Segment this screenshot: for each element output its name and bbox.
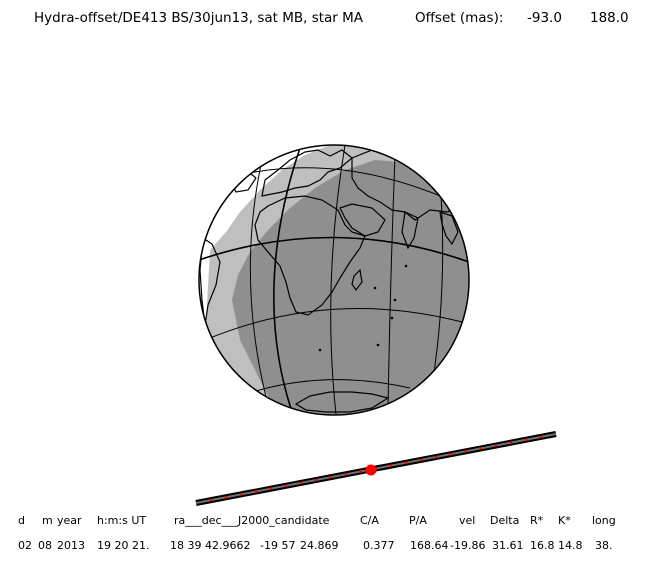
track-time-mark <box>389 464 393 467</box>
value-rstar: 16.8 <box>530 539 555 552</box>
value-time: 19 20 21. <box>97 539 150 552</box>
value-day: 02 <box>18 539 32 552</box>
southeast-asia-outline <box>439 211 459 246</box>
arabia-outline <box>339 203 386 237</box>
header-pa: P/A <box>409 514 427 527</box>
event-table: d m year h:m:s UT ra___dec___J2000_candi… <box>0 514 647 564</box>
europe-outline <box>261 149 353 197</box>
header-year: year <box>57 514 82 527</box>
value-kstar: 14.8 <box>558 539 583 552</box>
value-dec-seconds: 24.869 <box>300 539 339 552</box>
track-time-mark <box>434 455 438 459</box>
globe-limb <box>198 144 470 416</box>
track-time-mark <box>404 461 408 465</box>
value-month: 08 <box>38 539 52 552</box>
track-time-mark <box>239 493 243 496</box>
meridian-line-east2 <box>387 155 396 411</box>
track-time-mark <box>224 496 228 499</box>
header-delta: Delta <box>490 514 520 527</box>
value-dec: -19 57 <box>260 539 296 552</box>
india-outline <box>401 211 419 250</box>
header-kstar: K* <box>558 514 571 527</box>
value-pa: 168.64 <box>410 539 449 552</box>
value-delta: 31.61 <box>492 539 524 552</box>
value-ca: 0.377 <box>363 539 395 552</box>
track-time-mark <box>209 498 213 502</box>
header-vel: vel <box>459 514 476 527</box>
island-dots <box>318 264 408 352</box>
offset-label: Offset (mas): <box>415 10 504 26</box>
madagascar-outline <box>351 268 363 292</box>
ground-track <box>195 431 557 506</box>
header-radec: ra___dec___J2000_candidate <box>174 514 330 527</box>
offset-x-value: -93.0 <box>527 10 562 26</box>
value-long: 38. <box>595 539 613 552</box>
earth-globe <box>198 144 470 416</box>
track-time-mark <box>344 473 348 476</box>
track-time-mark <box>509 441 513 444</box>
track-time-mark <box>479 447 483 450</box>
latitude-line-30s <box>204 308 463 341</box>
track-time-mark <box>269 487 273 490</box>
track-time-mark <box>464 450 468 453</box>
track-time-mark <box>524 438 528 442</box>
meridian-line-east1 <box>330 145 346 415</box>
value-year: 2013 <box>57 539 85 552</box>
header-month: m <box>42 514 53 527</box>
meridian-line-east3 <box>431 181 444 387</box>
graticule <box>199 145 469 415</box>
shadow-path-shading <box>232 160 469 415</box>
antarctica-outline <box>294 391 390 413</box>
track-time-mark <box>299 481 303 485</box>
header-rstar: R* <box>530 514 544 527</box>
track-time-mark <box>329 475 333 479</box>
track-time-mark <box>449 452 453 456</box>
track-time-mark <box>359 470 363 473</box>
track-time-mark <box>314 478 318 482</box>
header-ca: C/A <box>360 514 379 527</box>
meridian-line-west <box>249 159 269 406</box>
track-time-mark <box>284 484 288 488</box>
track-time-mark <box>494 444 498 447</box>
title-text: Hydra-offset/DE413 BS/30jun13, sat MB, s… <box>34 10 364 26</box>
africa-outline <box>254 195 366 316</box>
track-center-point <box>365 464 377 476</box>
track-time-mark <box>419 458 423 462</box>
header-day: d <box>18 514 25 527</box>
header-time: h:m:s UT <box>97 514 147 527</box>
south-america-outline <box>199 236 221 326</box>
header-long: long <box>592 514 616 527</box>
value-vel: -19.86 <box>450 539 486 552</box>
value-ra: 18 39 42.9662 <box>170 539 251 552</box>
track-time-mark <box>539 435 543 439</box>
meridian-line-center <box>273 147 301 413</box>
track-time-mark <box>254 490 258 493</box>
plot-title: Hydra-offset/DE413 BS/30jun13, sat MB, s… <box>0 10 647 30</box>
track-time-marks <box>209 435 543 502</box>
offset-y-value: 188.0 <box>590 10 629 26</box>
